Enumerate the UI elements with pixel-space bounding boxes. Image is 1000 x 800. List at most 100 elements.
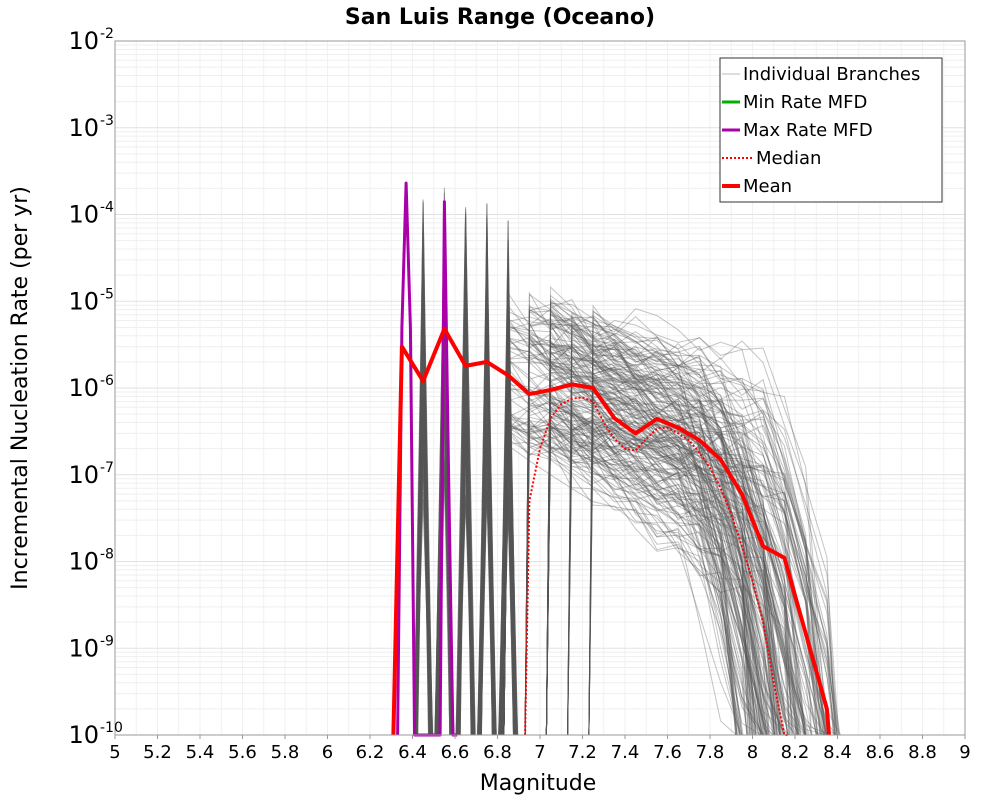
branch-curve [503, 347, 775, 736]
branch-spike [459, 245, 472, 736]
branch-curve [567, 311, 795, 736]
branch-curve [503, 438, 842, 736]
branch-curve [567, 435, 834, 736]
branch-curve [524, 308, 767, 736]
x-tick-label: 7.4 [611, 742, 640, 763]
branch-curve [545, 401, 837, 736]
branch-curve [545, 351, 761, 736]
branch-curve [503, 423, 747, 736]
branch-curve [588, 425, 838, 736]
branch-curve [545, 298, 780, 736]
branch-curve [545, 343, 757, 736]
branch-spike [477, 242, 497, 736]
x-tick-label: 5.4 [186, 742, 215, 763]
branch-curve [545, 425, 776, 736]
branch-curve [545, 403, 812, 736]
branch-curve [524, 335, 840, 736]
individual-branches [413, 187, 842, 736]
y-axis-label: Incremental Nucleation Rate (per yr) [8, 186, 33, 590]
branch-curve [545, 337, 785, 736]
legend-item-mean: Mean [722, 176, 792, 197]
legend-label-individual-branches: Individual Branches [743, 64, 920, 85]
y-tick: 10 -3 [68, 113, 114, 142]
branch-curve [567, 428, 774, 736]
branch-spike [499, 270, 517, 736]
branch-curve [503, 319, 755, 736]
branch-curve [524, 417, 807, 736]
branch-curve [503, 336, 776, 736]
branch-curve [588, 348, 780, 736]
branch-curve [567, 325, 800, 736]
branch-curve [503, 412, 765, 736]
branch-curve [503, 291, 762, 736]
branch-curve [567, 418, 766, 736]
branch-curve [567, 356, 799, 736]
branch-curve [503, 326, 778, 736]
branch-curve [503, 419, 761, 736]
branch-curve [567, 421, 822, 736]
x-tick-label: 7.8 [696, 742, 725, 763]
branch-curve [588, 379, 798, 736]
branch-curve [567, 314, 827, 736]
branch-curve [545, 444, 814, 736]
branch-curve [503, 323, 812, 736]
branch-spike [413, 437, 434, 736]
branch-curve [567, 356, 768, 736]
y-tick-exponent: -4 [100, 200, 114, 216]
branch-curve [545, 363, 737, 736]
branch-curve [567, 423, 827, 736]
branch-curve [545, 305, 773, 736]
branch-curve [567, 421, 748, 736]
branch-curve [524, 337, 793, 736]
branch-curve [503, 310, 838, 736]
branch-curve [524, 309, 824, 736]
branch-curve [524, 310, 767, 736]
y-tick-base: 10 [68, 548, 99, 576]
series-mean-line [391, 326, 831, 736]
branch-curve [503, 402, 775, 736]
branch-curve [503, 424, 776, 736]
branch-curve [567, 328, 835, 736]
legend-item-min-rate: Min Rate MFD [722, 92, 867, 113]
branch-curve [545, 323, 763, 736]
series-median-line [524, 396, 789, 736]
branch-curve [545, 300, 836, 736]
x-tick-label: 8 [747, 742, 758, 763]
branch-curve [503, 337, 776, 736]
y-tick-base: 10 [68, 721, 99, 749]
branch-curve [503, 419, 771, 736]
y-tick: 10 -4 [68, 200, 114, 229]
branch-curve [503, 356, 753, 736]
branch-curve [588, 342, 805, 736]
branch-curve [503, 416, 798, 736]
branch-curve [545, 300, 826, 736]
branch-curve [524, 393, 762, 736]
branch-curve [503, 318, 754, 736]
branch-curve [588, 357, 779, 736]
branch-curve [588, 436, 832, 736]
branch-curve [545, 384, 767, 736]
branch-curve [545, 314, 825, 736]
branch-curve [503, 429, 824, 736]
branch-curve [545, 374, 794, 736]
branch-curve [503, 326, 779, 736]
x-tick-label: 8.6 [866, 742, 895, 763]
branch-curve [545, 344, 777, 736]
branch-curve [524, 354, 741, 736]
y-tick: 10 -10 [68, 720, 122, 749]
branch-curve [588, 376, 818, 736]
branch-curve [503, 410, 753, 736]
branch-curve [545, 406, 759, 736]
x-tick-label: 5.6 [228, 742, 257, 763]
branch-curve [545, 317, 752, 736]
branch-curve [503, 322, 841, 736]
branch-curve [545, 345, 839, 736]
branch-curve [545, 416, 789, 736]
x-tick-label: 5.8 [271, 742, 300, 763]
branch-curve [588, 380, 741, 736]
branch-curve [545, 411, 768, 736]
branch-curve [545, 427, 737, 736]
branch-curve [503, 361, 781, 736]
branch-curve [503, 386, 792, 736]
y-tick-exponent: -10 [100, 720, 123, 736]
